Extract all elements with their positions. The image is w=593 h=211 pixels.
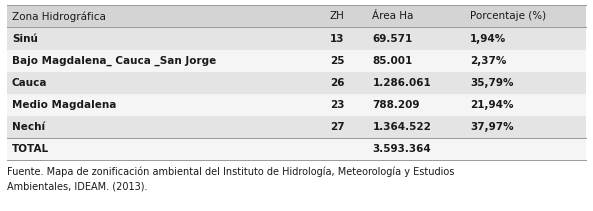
Text: Cauca: Cauca — [12, 78, 47, 88]
Bar — [7, 50, 586, 72]
Bar — [7, 116, 586, 138]
Bar — [7, 5, 586, 27]
Text: 1.286.061: 1.286.061 — [372, 78, 431, 88]
Text: 3.593.364: 3.593.364 — [372, 144, 431, 154]
Text: Zona Hidrográfica: Zona Hidrográfica — [12, 11, 106, 22]
Text: 788.209: 788.209 — [372, 100, 420, 110]
Text: ZH: ZH — [330, 11, 345, 21]
Text: 69.571: 69.571 — [372, 34, 413, 43]
Text: Sinú: Sinú — [12, 34, 38, 43]
Text: 35,79%: 35,79% — [470, 78, 514, 88]
Text: 1.364.522: 1.364.522 — [372, 122, 431, 132]
Bar — [7, 72, 586, 94]
Bar — [7, 27, 586, 50]
Text: 26: 26 — [330, 78, 344, 88]
Text: Porcentaje (%): Porcentaje (%) — [470, 11, 546, 21]
Text: Medio Magdalena: Medio Magdalena — [12, 100, 116, 110]
Bar — [7, 138, 586, 160]
Text: Bajo Magdalena_ Cauca _San Jorge: Bajo Magdalena_ Cauca _San Jorge — [12, 55, 216, 66]
Text: Área Ha: Área Ha — [372, 11, 414, 21]
Text: 37,97%: 37,97% — [470, 122, 514, 132]
Text: Nechí: Nechí — [12, 122, 45, 132]
Text: 85.001: 85.001 — [372, 56, 413, 66]
Text: 23: 23 — [330, 100, 344, 110]
Text: 27: 27 — [330, 122, 345, 132]
Text: 21,94%: 21,94% — [470, 100, 514, 110]
Text: 1,94%: 1,94% — [470, 34, 506, 43]
Text: 13: 13 — [330, 34, 344, 43]
Text: 2,37%: 2,37% — [470, 56, 506, 66]
Text: 25: 25 — [330, 56, 344, 66]
Bar — [7, 94, 586, 116]
Text: Fuente. Mapa de zonificación ambiental del Instituto de Hidrología, Meteorología: Fuente. Mapa de zonificación ambiental d… — [7, 167, 454, 191]
Text: TOTAL: TOTAL — [12, 144, 49, 154]
